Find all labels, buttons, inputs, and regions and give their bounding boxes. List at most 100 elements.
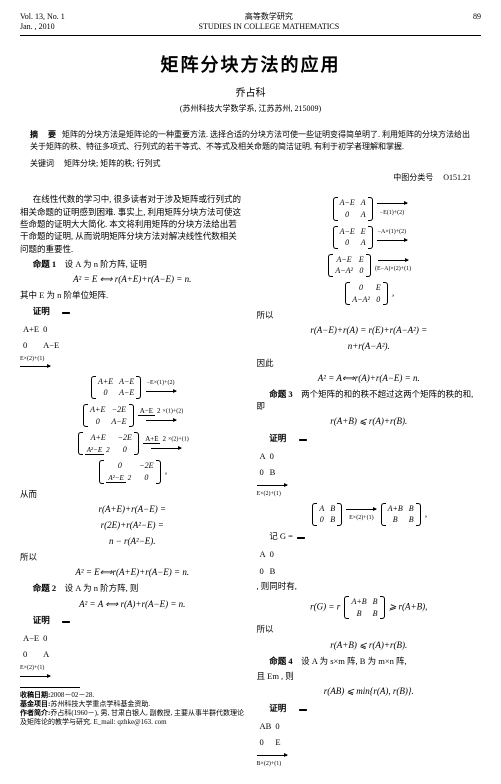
- rowop-6: E×(2)+(1): [20, 664, 50, 681]
- prop1-text: 设 A 为 n 阶方阵, 证明: [65, 259, 147, 269]
- journal-cn: 高等数学研究: [65, 12, 473, 22]
- prop4b: 且 Em , 则: [257, 670, 482, 682]
- volume: Vol. 13, No. 1: [20, 12, 65, 22]
- intro-text: 在线性代数的学习中, 很多读者对于涉及矩阵或行列式的相关命题的证明感到困难. 事…: [20, 193, 245, 255]
- proof-label: 证明: [33, 306, 50, 316]
- keywords-block: 关键词 矩阵分块; 矩阵的秩; 行列式: [30, 159, 471, 169]
- r-matrix-2: A−EE0A: [333, 226, 373, 249]
- r-matrix-6: AB0B: [312, 503, 342, 526]
- paper-title: 矩阵分块方法的应用: [20, 54, 481, 77]
- journal-en: STUDIES IN COLLEGE MATHEMATICS: [65, 22, 473, 32]
- abstract-label: 摘 要: [30, 130, 60, 139]
- received-label: 收稿日期:: [20, 691, 50, 699]
- r-step-4: 0EA−A²0 ,: [257, 281, 482, 306]
- r-eq2: A² = A⟺r(A)+r(A−E) = n.: [257, 372, 482, 385]
- abstract-text: 矩阵的分块方法是矩阵论的一种重要方法. 选择合适的分块方法可使一些证明变得简单明…: [30, 130, 470, 151]
- footnote-block: 收稿日期:2008－02－28. 基金项目:苏州科技大学重点学科基金资助. 作者…: [20, 691, 245, 727]
- right-column: A−EA0A −E(1)+(2) A−EE0A −A×(1)+(2) A−EEA…: [257, 193, 482, 771]
- matrix-4: A+E−2EA²−E20: [78, 432, 139, 455]
- prop3: 命题 3 两个矩阵的和的秩不超过这两个矩阵的秩的和, 即: [257, 388, 482, 413]
- r-step-6: AB0B E×(2)+(1) A+BBBB ,: [257, 502, 482, 527]
- r-matrix-7: A+BBBB: [381, 503, 421, 526]
- r-eq1b: n+r(A−A²).: [257, 340, 482, 353]
- step-5: 0−2EA²−E20 ,: [20, 459, 245, 484]
- matrix-2: A+EA−E0A−E: [91, 376, 141, 399]
- rg-tail: ⩾ r(A+B),: [389, 602, 428, 612]
- classno-block: 中图分类号 O151.21: [30, 173, 471, 183]
- r-matrix-1: A−EA0A: [333, 197, 373, 220]
- fund-text: 苏州科技大学重点学科基金资助.: [50, 700, 150, 708]
- prop4: 命题 4 设 A 为 s×m 阵, B 为 m×n 阵,: [257, 655, 482, 667]
- classno-label: 中图分类号: [393, 173, 433, 182]
- r-step-1: A−EA0A −E(1)+(2): [257, 196, 482, 221]
- rg-line: r(G) = r A+BBBB ⩾ r(A+B),: [257, 595, 482, 620]
- r-matrix-3: A−EEA−A²0: [328, 254, 370, 277]
- proof4: 证明: [257, 702, 482, 714]
- abstract-block: 摘 要 矩阵的分块方法是矩阵论的一种重要方法. 选择合适的分块方法可使一些证明变…: [30, 129, 471, 153]
- header-journal: 高等数学研究 STUDIES IN COLLEGE MATHEMATICS: [65, 12, 473, 33]
- rowop-1: E×(2)+(1): [20, 355, 50, 372]
- affiliation: (苏州科技大学数学系, 江苏苏州, 215009): [20, 104, 481, 114]
- suoyi-label: 所以: [20, 551, 245, 563]
- r-rowop-3: (E−A)×(2)+(1): [375, 257, 411, 274]
- congmian-eq1: r(A+E)+r(A−E) =: [20, 503, 245, 516]
- congmian-eq2: r(2E)+r(A²−E) =: [20, 519, 245, 532]
- r-eq3: r(A+B) ⩽ r(A)+r(B).: [257, 639, 482, 652]
- proof2: 证明: [20, 614, 245, 626]
- proof1: 证明: [20, 305, 245, 317]
- date: Jan. , 2010: [20, 22, 65, 32]
- rowop-3: A−E2×(1)+(2): [138, 406, 184, 425]
- r-matrix-4: 0EA−A²0: [345, 282, 387, 305]
- jig-line: 记 G =: [257, 530, 482, 542]
- prop3-eq: r(A+B) ⩽ r(A)+r(B).: [257, 415, 482, 428]
- proof4-label: 证明: [269, 703, 286, 713]
- r-yinci: 因此: [257, 357, 482, 369]
- r-step-3: A−EEA−A²0 (E−A)×(2)+(1): [257, 253, 482, 278]
- r-matrix-8: A+BBBB: [344, 596, 384, 619]
- page-header: Vol. 13, No. 1 Jan. , 2010 高等数学研究 STUDIE…: [20, 12, 481, 36]
- rowop-4: A+E2×(2)+(1): [143, 434, 189, 453]
- jig-tail: , 则同时有,: [257, 581, 297, 591]
- left-column: 在线性代数的学习中, 很多读者对于涉及矩阵或行列式的相关命题的证明感到困难. 事…: [20, 193, 245, 771]
- r-suoyi: 所以: [257, 309, 482, 321]
- prop2-label: 命题 2: [33, 583, 56, 593]
- step-2: A+EA−E0A−E −E×(1)+(2): [20, 375, 245, 400]
- r-rowop-1: −E(1)+(2): [377, 200, 407, 217]
- page-number: 89: [473, 12, 481, 33]
- matrix-5: 0−2EA²−E20: [99, 460, 160, 483]
- r-rowop-2: −A×(1)+(2): [377, 228, 407, 245]
- prop4-text: 设 A 为 s×m 阵, B 为 m×n 阵,: [301, 656, 406, 666]
- r-rowop-6: E×(2)+(1): [346, 506, 376, 523]
- classno-text: O151.21: [443, 173, 471, 182]
- rowop-2: −E×(1)+(2): [146, 379, 176, 396]
- r-step-2: A−EE0A −A×(1)+(2): [257, 225, 482, 250]
- congmian-eq3: n − r(A²−E).: [20, 535, 245, 548]
- suoyi-eq: A² = E⟺r(A+E)+r(A−E) = n.: [20, 566, 245, 579]
- prop2: 命题 2 设 A 为 n 阶方阵, 则: [20, 582, 245, 594]
- keywords-label: 关键词: [30, 159, 54, 168]
- proof3-label: 证明: [269, 433, 286, 443]
- authorinfo-text: 乔占科(1960－), 男, 甘肃白银人, 副教授, 主要从事半群代数理论及矩阵…: [20, 709, 244, 726]
- jig-label: 记 G =: [269, 531, 293, 541]
- prop3-label: 命题 3: [269, 389, 292, 399]
- congmian-label: 从而: [20, 488, 245, 500]
- body-columns: 在线性代数的学习中, 很多读者对于涉及矩阵或行列式的相关命题的证明感到困难. 事…: [20, 193, 481, 771]
- r-rowop-last: B×(2)+(1): [257, 751, 287, 768]
- step-3: A+E−2E0A−E A−E2×(1)+(2): [20, 403, 245, 428]
- authorinfo-label: 作者简介:: [20, 709, 50, 717]
- r-eq1a: r(A−E)+r(A) = r(E)+r(A−A²) =: [257, 324, 482, 337]
- prop1-eq: A² = E ⟺ r(A+E)+r(A−E) = n.: [20, 273, 245, 286]
- fund-label: 基金项目:: [20, 700, 50, 708]
- prop4-eq: r(AB) ⩽ min{r(A), r(B)}.: [257, 685, 482, 698]
- prop2-eq: A² = A ⟺ r(A)+r(A−E) = n.: [20, 598, 245, 611]
- received-date: 2008－02－28.: [50, 691, 94, 699]
- rg-label: r(G) = r: [310, 602, 340, 612]
- r-rowop-5: E×(2)+(1): [257, 481, 287, 498]
- proof2-label: 证明: [33, 615, 50, 625]
- r-suoyi2: 所以: [257, 623, 482, 635]
- matrix-3: A+E−2E0A−E: [83, 404, 133, 427]
- proof3: 证明: [257, 432, 482, 444]
- prop4-label: 命题 4: [269, 656, 292, 666]
- prop2-text: 设 A 为 n 阶方阵, 则: [65, 583, 139, 593]
- footnote-separator: [20, 687, 80, 688]
